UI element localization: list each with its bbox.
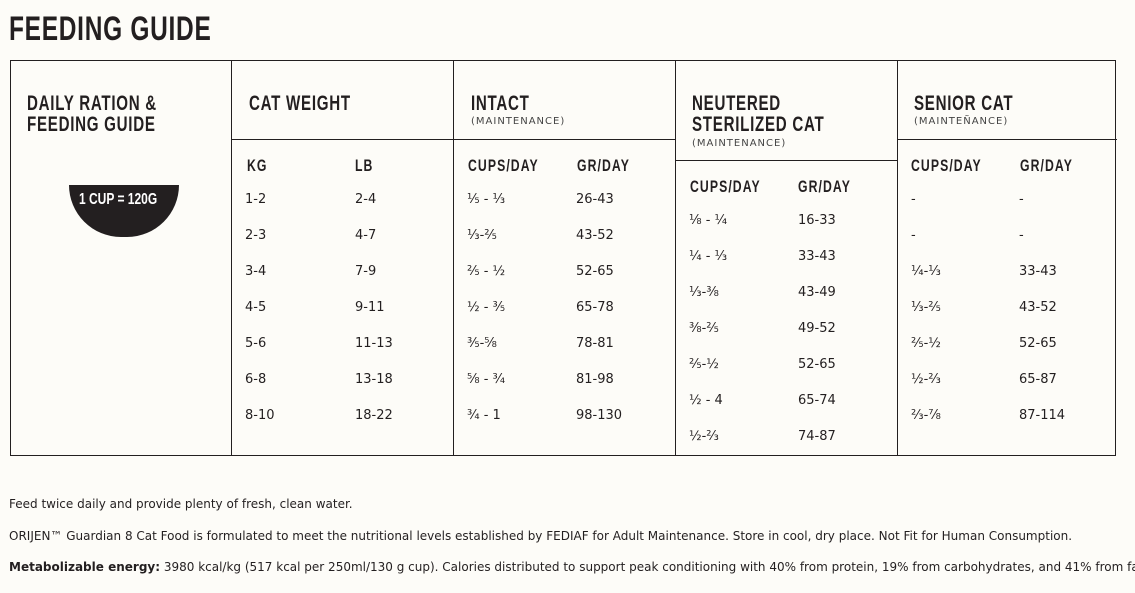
intact-gr-label: GR/DAY [577, 156, 630, 175]
feeding-table: DAILY RATION & FEEDING GUIDE 1 CUP = 120… [10, 60, 1117, 456]
neutered-cups-cell: ⅖-½ [689, 357, 719, 372]
senior-cups-cell: - [911, 228, 916, 243]
intact-cups-cell: ¾ - 1 [467, 408, 501, 423]
weight-lb-cell: 9-11 [355, 300, 385, 315]
divider [897, 61, 898, 455]
weight-lb-cell: 18-22 [355, 408, 393, 423]
footer-line-1: Feed twice daily and provide plenty of f… [9, 497, 353, 511]
intact-header: INTACT [471, 92, 530, 115]
divider [675, 61, 676, 455]
senior-cups-cell: - [911, 192, 916, 207]
neutered-gr-cell: 74-87 [798, 429, 836, 444]
neutered-gr-cell: 33-43 [798, 249, 836, 264]
intact-gr-cell: 81-98 [576, 372, 614, 387]
intact-gr-cell: 78-81 [576, 336, 614, 351]
intact-cups-cell: ⅗-⅝ [467, 336, 497, 351]
intact-cups-cell: ⅝ - ¾ [467, 372, 506, 387]
senior-gr-cell: - [1019, 192, 1024, 207]
energy-label: Metabolizable energy: [9, 560, 161, 574]
intact-cups-cell: ⅖ - ½ [467, 264, 506, 279]
senior-gr-cell: 52-65 [1019, 336, 1057, 351]
divider [897, 139, 1117, 140]
intact-gr-cell: 52-65 [576, 264, 614, 279]
kg-label: KG [247, 156, 268, 175]
senior-cups-cell: ¼-⅓ [911, 264, 941, 279]
footer-line-2: ORIJEN™ Guardian 8 Cat Food is formulate… [9, 529, 1073, 543]
senior-header: SENIOR CAT [914, 92, 1014, 115]
divider [231, 61, 232, 455]
divider [231, 139, 675, 140]
intact-cups-cell: ⅓-⅖ [467, 228, 497, 243]
neutered-cups-cell: ⅛ - ¼ [689, 213, 728, 228]
neutered-header: NEUTERED STERILIZED CAT [692, 92, 825, 136]
weight-lb-cell: 4-7 [355, 228, 377, 243]
senior-gr-cell: 43-52 [1019, 300, 1057, 315]
senior-cups-cell: ⅔-⅞ [911, 408, 941, 423]
senior-gr-cell: 65-87 [1019, 372, 1057, 387]
daily-ration-header: DAILY RATION & FEEDING GUIDE [27, 92, 157, 136]
lb-label: LB [355, 156, 374, 175]
intact-cups-cell: ⅕ - ⅓ [467, 192, 506, 207]
intact-gr-cell: 65-78 [576, 300, 614, 315]
neutered-subheader: (MAINTENANCE) [692, 138, 787, 149]
neutered-cups-cell: ⅜-⅖ [689, 321, 719, 336]
weight-kg-cell: 3-4 [245, 264, 267, 279]
weight-kg-cell: 2-3 [245, 228, 267, 243]
neutered-cups-cell: ½ - 4 [689, 393, 723, 408]
senior-cups-label: CUPS/DAY [911, 156, 982, 175]
neutered-gr-cell: 65-74 [798, 393, 836, 408]
neutered-gr-cell: 43-49 [798, 285, 836, 300]
neutered-gr-cell: 16-33 [798, 213, 836, 228]
weight-kg-cell: 4-5 [245, 300, 267, 315]
weight-kg-cell: 6-8 [245, 372, 267, 387]
cat-weight-header: CAT WEIGHT [249, 92, 351, 115]
intact-gr-cell: 98-130 [576, 408, 623, 423]
neutered-gr-cell: 49-52 [798, 321, 836, 336]
neutered-cups-label: CUPS/DAY [690, 177, 761, 196]
weight-lb-cell: 2-4 [355, 192, 377, 207]
senior-cups-cell: ½-⅔ [911, 372, 941, 387]
neutered-gr-label: GR/DAY [798, 177, 851, 196]
energy-text: 3980 kcal/kg (517 kcal per 250ml/130 g c… [160, 560, 1135, 574]
footer-energy: Metabolizable energy: 3980 kcal/kg (517 … [9, 560, 1135, 574]
neutered-cups-cell: ½-⅔ [689, 429, 719, 444]
cup-badge-text: 1 CUP = 120G [79, 191, 158, 208]
intact-gr-cell: 26-43 [576, 192, 614, 207]
weight-lb-cell: 11-13 [355, 336, 393, 351]
weight-lb-cell: 7-9 [355, 264, 377, 279]
neutered-cups-cell: ¼ - ⅓ [689, 249, 728, 264]
divider [675, 160, 897, 161]
neutered-cups-cell: ⅓-⅜ [689, 285, 719, 300]
intact-cups-label: CUPS/DAY [468, 156, 539, 175]
weight-kg-cell: 1-2 [245, 192, 267, 207]
senior-gr-cell: 87-114 [1019, 408, 1066, 423]
page-title: FEEDING GUIDE [9, 10, 212, 48]
senior-gr-cell: - [1019, 228, 1024, 243]
senior-cups-cell: ⅖-½ [911, 336, 941, 351]
senior-subheader: (MAINTEÑANCE) [914, 116, 1009, 127]
senior-cups-cell: ⅓-⅖ [911, 300, 941, 315]
weight-lb-cell: 13-18 [355, 372, 393, 387]
weight-kg-cell: 8-10 [245, 408, 275, 423]
senior-gr-cell: 33-43 [1019, 264, 1057, 279]
divider [453, 61, 454, 455]
intact-subheader: (MAINTENANCE) [471, 116, 566, 127]
neutered-gr-cell: 52-65 [798, 357, 836, 372]
cup-badge: 1 CUP = 120G [69, 185, 179, 237]
intact-cups-cell: ½ - ⅗ [467, 300, 506, 315]
senior-gr-label: GR/DAY [1020, 156, 1073, 175]
weight-kg-cell: 5-6 [245, 336, 267, 351]
intact-gr-cell: 43-52 [576, 228, 614, 243]
